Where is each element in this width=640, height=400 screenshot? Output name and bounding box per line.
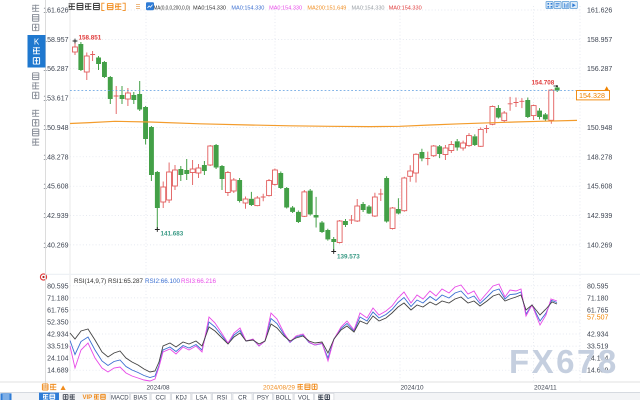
svg-text:80.595: 80.595 xyxy=(47,283,69,290)
svg-text:RSI2:66.100: RSI2:66.100 xyxy=(145,278,181,285)
svg-text:154.708: 154.708 xyxy=(532,79,555,86)
svg-text:2024/10: 2024/10 xyxy=(401,384,425,391)
svg-text:RSI3:66.216: RSI3:66.216 xyxy=(181,278,217,285)
svg-text:MA0:154.330: MA0:154.330 xyxy=(193,6,226,12)
svg-text:MA0:154.330: MA0:154.330 xyxy=(352,6,385,12)
svg-text:140.269: 140.269 xyxy=(587,242,612,249)
svg-text:BIAS: BIAS xyxy=(133,395,147,400)
svg-text:142.939: 142.939 xyxy=(43,213,68,220)
svg-text:156.287: 156.287 xyxy=(43,66,68,73)
svg-text:71.180: 71.180 xyxy=(587,295,609,302)
svg-text:14.689: 14.689 xyxy=(587,368,609,375)
svg-text:150.948: 150.948 xyxy=(43,125,68,132)
svg-text:156.287: 156.287 xyxy=(587,66,612,73)
svg-text:CR: CR xyxy=(238,395,247,400)
svg-text:33.519: 33.519 xyxy=(587,344,609,351)
svg-text:K: K xyxy=(34,38,40,47)
svg-text:MA(0,0,0,200,0,0): MA(0,0,0,200,0,0) xyxy=(154,6,191,12)
svg-text:57.507: 57.507 xyxy=(587,314,609,321)
svg-text:150.948: 150.948 xyxy=(587,125,612,132)
svg-text:CCI: CCI xyxy=(156,395,167,400)
svg-text:139.573: 139.573 xyxy=(337,253,360,260)
svg-text:BOLL: BOLL xyxy=(276,395,292,400)
svg-text:141.683: 141.683 xyxy=(161,230,184,237)
svg-text:153.617: 153.617 xyxy=(43,96,68,103)
svg-text:145.608: 145.608 xyxy=(587,184,612,191)
svg-text:MA200:151.649: MA200:151.649 xyxy=(307,6,346,12)
svg-text:161.626: 161.626 xyxy=(587,8,612,15)
svg-text:RSI: RSI xyxy=(217,395,227,400)
svg-text:61.765: 61.765 xyxy=(47,307,69,314)
svg-text:24.104: 24.104 xyxy=(47,356,69,363)
svg-text:14.689: 14.689 xyxy=(47,368,69,375)
svg-text:80.595: 80.595 xyxy=(587,283,609,290)
svg-text:154.328: 154.328 xyxy=(579,91,605,100)
svg-text:42.934: 42.934 xyxy=(587,332,609,339)
svg-text:VOL: VOL xyxy=(298,395,311,400)
svg-text:61.765: 61.765 xyxy=(587,307,609,314)
svg-text:158.851: 158.851 xyxy=(79,34,102,41)
svg-text:145.608: 145.608 xyxy=(43,184,68,191)
svg-text:158.957: 158.957 xyxy=(587,37,612,44)
svg-text:MA0:154.330: MA0:154.330 xyxy=(269,6,302,12)
svg-text:42.934: 42.934 xyxy=(47,332,69,339)
svg-text:71.180: 71.180 xyxy=(47,295,69,302)
svg-text:161.626: 161.626 xyxy=(43,8,68,15)
svg-text:148.278: 148.278 xyxy=(587,154,612,161)
svg-text:33.519: 33.519 xyxy=(47,344,69,351)
svg-text:2024/08: 2024/08 xyxy=(147,384,171,391)
svg-text:VIP: VIP xyxy=(83,395,93,400)
svg-text:PSY: PSY xyxy=(257,395,269,400)
svg-text:2024/11: 2024/11 xyxy=(534,384,557,391)
svg-text:RSI(14,9,7) RSI1:65.287: RSI(14,9,7) RSI1:65.287 xyxy=(74,278,143,285)
svg-text:52.350: 52.350 xyxy=(47,319,69,326)
svg-text:KDJ: KDJ xyxy=(175,395,186,400)
svg-text:LSA: LSA xyxy=(196,395,207,400)
svg-text:MA0:154.330: MA0:154.330 xyxy=(389,6,422,12)
svg-text:148.278: 148.278 xyxy=(43,154,68,161)
svg-text:140.269: 140.269 xyxy=(43,242,68,249)
svg-text:2024/08/29: 2024/08/29 xyxy=(263,384,295,391)
svg-text:MACD: MACD xyxy=(111,395,129,400)
svg-text:24.104: 24.104 xyxy=(587,356,609,363)
svg-text:158.957: 158.957 xyxy=(43,37,68,44)
svg-text:142.939: 142.939 xyxy=(587,213,612,220)
svg-text:FX678: FX678 xyxy=(509,343,619,380)
svg-text:MA0:154.330: MA0:154.330 xyxy=(231,6,264,12)
